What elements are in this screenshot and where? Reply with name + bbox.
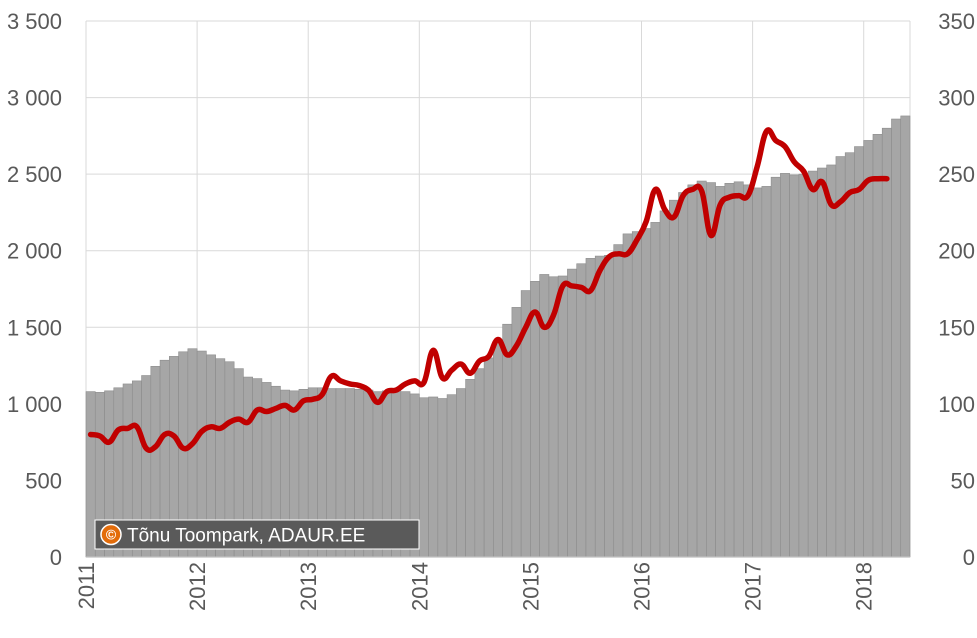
bar — [483, 357, 494, 558]
bar — [585, 258, 596, 558]
left-tick-label: 3 500 — [7, 9, 62, 34]
left-tick-label: 3 000 — [7, 86, 62, 111]
bar — [872, 134, 883, 558]
bar — [85, 391, 96, 558]
bar — [900, 115, 911, 558]
right-tick-label: 200 — [938, 239, 975, 264]
left-axis-ticks: 0 500 1 000 1 500 2 000 2 500 3 000 3 500 — [7, 9, 62, 570]
bar — [706, 182, 716, 558]
bar — [835, 156, 846, 558]
bar — [752, 187, 763, 558]
bar — [826, 164, 837, 558]
x-tick-label: 2011 — [74, 562, 99, 609]
x-axis-ticks: 2011 2012 2013 2014 2015 2016 2017 2018 — [74, 562, 877, 611]
bar — [613, 244, 624, 558]
x-tick-label: 2018 — [852, 562, 877, 611]
left-tick-label: 500 — [25, 468, 62, 493]
bar — [631, 231, 642, 558]
right-tick-label: 150 — [938, 315, 975, 340]
bar — [844, 152, 855, 558]
bar — [465, 379, 476, 558]
x-tick-label: 2012 — [185, 562, 210, 611]
watermark-text: Tõnu Toompark, ADAUR.EE — [127, 526, 365, 547]
bar — [567, 268, 577, 558]
line-series — [87, 127, 890, 453]
copyright-icon — [100, 523, 122, 546]
watermark-box — [94, 519, 420, 550]
bar — [789, 174, 800, 558]
x-tick-label: 2015 — [518, 562, 543, 611]
bar — [678, 192, 689, 558]
bar — [817, 167, 827, 558]
right-tick-label: 0 — [963, 545, 975, 570]
bar — [761, 186, 772, 558]
bar — [419, 397, 429, 558]
left-tick-label: 1 500 — [7, 315, 62, 340]
price-line — [87, 127, 890, 453]
x-tick-label: 2014 — [407, 562, 432, 611]
x-tick-label: 2017 — [741, 562, 766, 611]
bar — [474, 368, 485, 558]
bar — [724, 183, 735, 558]
bar — [456, 388, 466, 558]
copyright-symbol: © — [106, 527, 117, 543]
right-tick-label: 300 — [938, 86, 975, 111]
bar — [881, 127, 892, 558]
bar — [557, 275, 568, 558]
x-tick-label: 2016 — [630, 562, 655, 611]
bar — [576, 263, 587, 558]
bar — [668, 199, 679, 558]
bar — [622, 233, 633, 558]
bar — [798, 173, 809, 558]
bar — [770, 176, 781, 558]
bar — [715, 186, 726, 558]
right-axis-ticks: 0 50 100 150 200 250 300 350 — [938, 9, 975, 570]
bar — [659, 210, 670, 558]
bar — [650, 222, 661, 558]
bar — [493, 342, 503, 558]
bar-series — [85, 115, 911, 558]
watermark: © Tõnu Toompark, ADAUR.EE — [94, 519, 420, 550]
bar — [641, 228, 652, 558]
bar — [863, 140, 874, 558]
bar — [502, 323, 513, 558]
left-tick-label: 0 — [50, 545, 62, 570]
bar — [687, 184, 698, 558]
left-tick-label: 2 000 — [7, 239, 62, 264]
bar — [780, 173, 790, 558]
right-tick-label: 100 — [938, 392, 975, 417]
bar — [594, 255, 605, 558]
bar — [446, 394, 457, 558]
right-tick-label: 250 — [938, 162, 975, 187]
right-tick-label: 50 — [951, 468, 975, 493]
left-tick-label: 1 000 — [7, 392, 62, 417]
left-tick-label: 2 500 — [7, 162, 62, 187]
x-tick-label: 2013 — [296, 562, 321, 611]
bar — [696, 180, 707, 558]
bar — [891, 118, 902, 558]
bar — [854, 146, 865, 558]
bar — [428, 396, 439, 558]
bar — [807, 170, 818, 558]
bar — [604, 255, 615, 558]
bar — [743, 184, 753, 558]
bar — [437, 398, 448, 558]
bar — [733, 181, 744, 558]
right-tick-label: 350 — [938, 9, 975, 34]
